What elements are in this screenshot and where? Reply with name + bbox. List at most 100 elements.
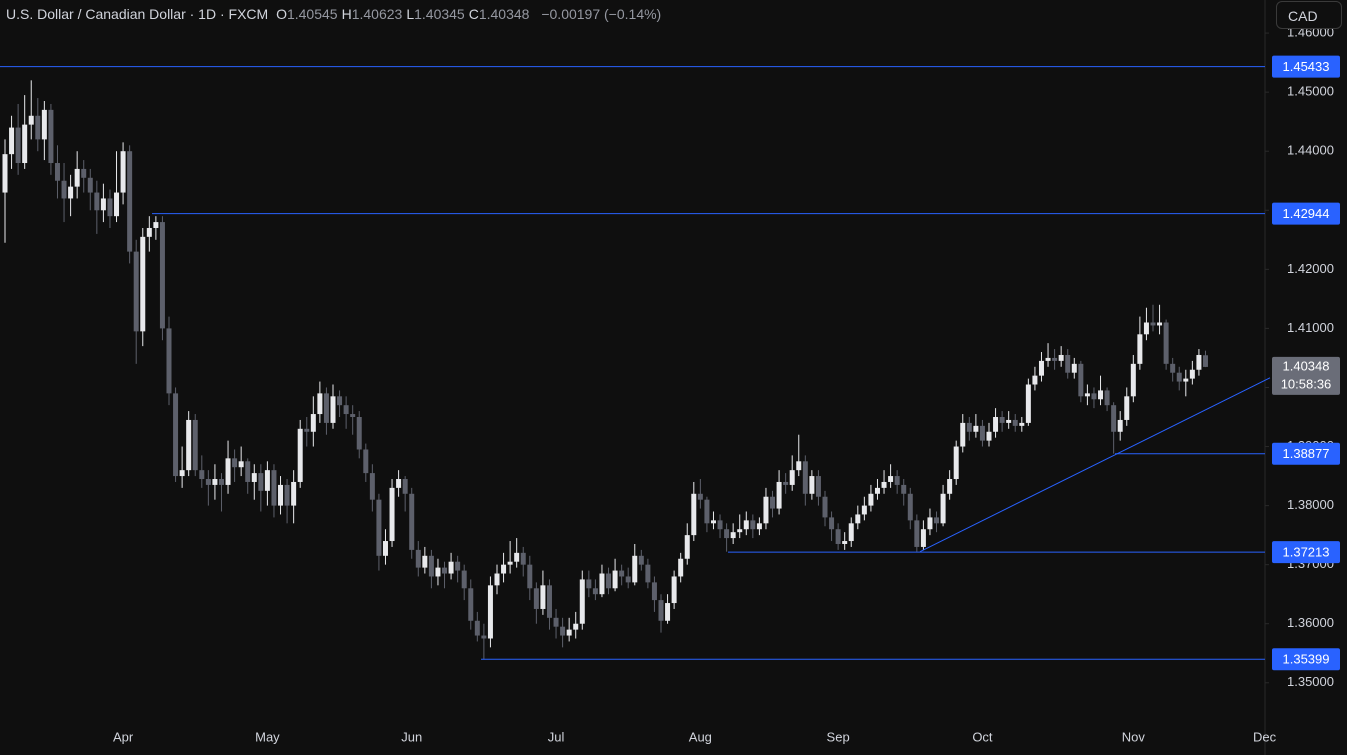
candle-body xyxy=(435,567,441,577)
candle-body xyxy=(468,588,474,621)
candle-body xyxy=(665,603,671,621)
trendline xyxy=(919,377,1271,553)
candle-body xyxy=(763,496,769,524)
candle-body xyxy=(74,168,80,187)
candle-body xyxy=(1163,322,1169,364)
level-label-box xyxy=(1272,442,1340,465)
candle-body xyxy=(1019,422,1025,426)
candle-body xyxy=(1104,390,1110,406)
candle-body xyxy=(848,523,854,542)
candle-body xyxy=(1065,354,1071,373)
candle-body xyxy=(1084,393,1090,397)
candle-body xyxy=(15,127,21,164)
candle-body xyxy=(815,476,821,497)
legend-key: L xyxy=(406,6,415,22)
y-tick-label: 1.35000 xyxy=(1287,674,1334,689)
candle-body xyxy=(1058,354,1064,361)
candle-body xyxy=(533,588,539,609)
candle-body xyxy=(1098,390,1104,400)
candle-body xyxy=(743,520,749,530)
candle-body xyxy=(632,555,638,583)
candle-body xyxy=(1006,419,1012,423)
candle-body xyxy=(1038,360,1044,376)
candle-body xyxy=(258,473,264,491)
candle-body xyxy=(507,561,513,565)
candle-body xyxy=(61,180,67,199)
legend-key: H xyxy=(341,6,352,22)
candle-body xyxy=(697,493,703,500)
level-label: 1.35399 xyxy=(1283,652,1330,667)
currency-button[interactable]: CAD xyxy=(1276,1,1342,29)
candle-body xyxy=(205,479,211,485)
candle-body xyxy=(796,461,802,471)
chart-title: U.S. Dollar / Canadian Dollar · 1D · FXC… xyxy=(6,6,269,22)
legend-value: 1.40623 xyxy=(351,6,403,22)
last-price-label: 1.40348 xyxy=(1283,358,1330,373)
candle-body xyxy=(28,115,34,125)
candle-body xyxy=(428,555,434,577)
candle-body xyxy=(986,431,992,441)
candle-body xyxy=(770,496,776,509)
x-tick-label: Jun xyxy=(401,729,422,744)
candle-body xyxy=(868,493,874,506)
candle-body xyxy=(645,564,651,583)
legend-key: O xyxy=(276,6,287,22)
candle-body xyxy=(737,529,743,533)
candle-body xyxy=(1111,405,1117,432)
candle-body xyxy=(658,600,664,621)
candle-body xyxy=(448,561,454,574)
candle-body xyxy=(251,473,257,482)
candle-body xyxy=(776,481,782,509)
candle-body xyxy=(422,555,428,568)
candle-body xyxy=(940,493,946,524)
candle-body xyxy=(337,396,343,406)
candle-body xyxy=(2,154,8,193)
candle-body xyxy=(855,514,861,524)
candle-body xyxy=(947,479,953,494)
level-label: 1.45433 xyxy=(1283,59,1330,74)
candle-body xyxy=(1157,322,1163,326)
candle-body xyxy=(730,532,736,539)
candle-body xyxy=(369,473,375,500)
candle-body xyxy=(173,393,179,477)
x-tick-label: Oct xyxy=(972,729,993,744)
candle-body xyxy=(999,416,1005,423)
candle-body xyxy=(894,476,900,485)
candle-body xyxy=(704,499,710,524)
candle-body xyxy=(94,192,100,211)
candle-body xyxy=(546,585,552,618)
chart-header: U.S. Dollar / Canadian Dollar · 1D · FXC… xyxy=(6,6,665,22)
candle-body xyxy=(1032,375,1038,385)
candle-body xyxy=(1012,419,1018,426)
candle-body xyxy=(382,541,388,556)
candle-body xyxy=(107,198,113,217)
candle-body xyxy=(934,517,940,524)
candle-body xyxy=(1117,419,1123,432)
candle-body xyxy=(750,520,756,530)
candle-body xyxy=(717,520,723,530)
candle-body xyxy=(114,192,120,217)
candle-body xyxy=(979,425,985,441)
x-tick-label: Jul xyxy=(548,729,565,744)
last-price-box xyxy=(1272,356,1340,395)
candle-body xyxy=(199,470,205,480)
candle-body xyxy=(1170,363,1176,373)
candle-body xyxy=(638,555,644,565)
candle-body xyxy=(566,629,572,636)
candle-body xyxy=(724,529,730,539)
candle-body xyxy=(927,517,933,530)
candle-body xyxy=(514,552,520,562)
level-label-box xyxy=(1272,55,1340,78)
candle-body xyxy=(245,461,251,482)
candle-body xyxy=(278,484,284,506)
candle-body xyxy=(212,479,218,485)
candle-body xyxy=(481,635,487,639)
candle-body xyxy=(310,414,316,432)
candle-body xyxy=(599,573,605,595)
candle-body xyxy=(140,236,146,332)
y-tick-label: 1.45000 xyxy=(1287,84,1334,99)
candle-body xyxy=(520,552,526,565)
candle-body xyxy=(389,487,395,542)
candle-body xyxy=(225,458,231,485)
change: −0.00197 (−0.14%) xyxy=(541,6,662,22)
